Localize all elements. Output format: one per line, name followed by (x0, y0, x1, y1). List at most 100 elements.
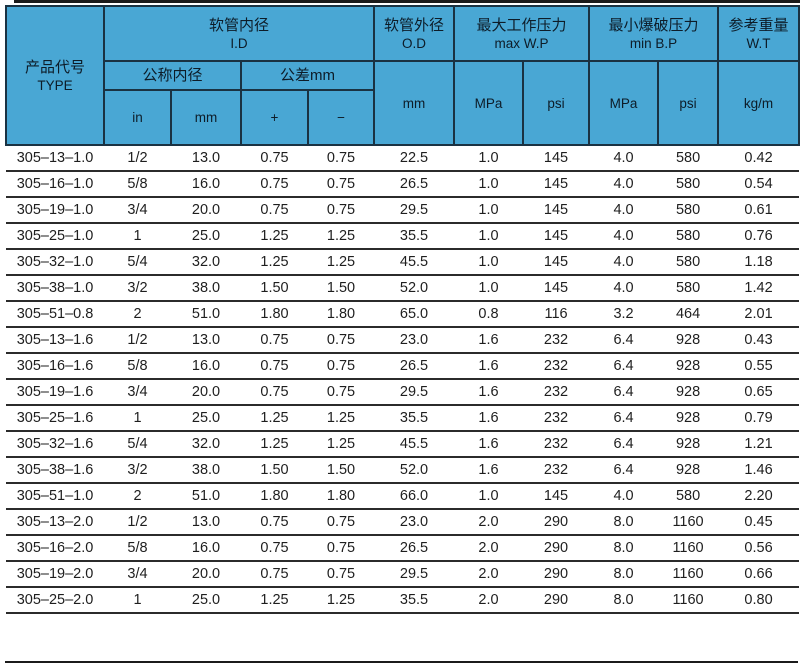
cell: 0.61 (718, 196, 800, 223)
table-row: 305–19–1.6 3/4 20.0 0.75 0.75 29.5 1.6 232 6.4 92… (6, 378, 800, 405)
cell: 26.5 (374, 534, 455, 561)
cell: 1.6 (454, 404, 524, 431)
col-header-tolerance: 公差mm (239, 60, 376, 91)
cell: 3/2 (104, 274, 171, 301)
cell: 3.2 (589, 300, 659, 327)
cell: 2.01 (718, 300, 800, 327)
cell: 305–13–1.6 (6, 326, 104, 353)
cell: 1.80 (308, 482, 375, 509)
cell: 145 (523, 196, 590, 223)
cell: 0.75 (241, 534, 308, 561)
cell: 66.0 (374, 482, 455, 509)
cell: 2.0 (454, 508, 524, 535)
cell: 8.0 (589, 560, 659, 587)
cell: 1.0 (454, 248, 524, 275)
cell: 5/8 (104, 352, 171, 379)
cell: 38.0 (171, 456, 241, 483)
cell: 4.0 (589, 248, 659, 275)
cell: 16.0 (171, 170, 241, 197)
table-header: 产品代号 TYPE 软管内径 I.D 软管外径 O.D 最大工作压力 max W… (5, 5, 800, 146)
cell: 305–13–1.0 (6, 144, 104, 171)
cell: 305–38–1.0 (6, 274, 104, 301)
table-row: 305–51–0.8 2 51.0 1.80 1.80 65.0 0.8 116 3.2 464 2… (6, 300, 800, 327)
cell: 4.0 (589, 482, 659, 509)
cell: 16.0 (171, 352, 241, 379)
col-header-type-zh: 产品代号 (24, 58, 85, 76)
cell: 232 (523, 430, 590, 457)
cell: 580 (658, 144, 719, 171)
cell: 1.25 (308, 404, 375, 431)
cell: 1.80 (241, 300, 308, 327)
cell: 22.5 (374, 144, 455, 171)
cell: 45.5 (374, 248, 455, 275)
cell: 51.0 (171, 300, 241, 327)
cell: 290 (523, 560, 590, 587)
cell: 0.56 (718, 534, 800, 561)
col-header-minbp-en: min B.P (629, 35, 678, 51)
cell: 145 (523, 274, 590, 301)
cell: 232 (523, 326, 590, 353)
cell: 1 (104, 404, 171, 431)
cell: 145 (523, 482, 590, 509)
cell: 580 (658, 196, 719, 223)
cell: 232 (523, 378, 590, 405)
table-row: 305–19–1.0 3/4 20.0 0.75 0.75 29.5 1.0 145 4.0 58… (6, 196, 800, 223)
cell: 1.25 (308, 586, 375, 614)
cell: 4.0 (589, 144, 659, 171)
cell: 305–13–2.0 (6, 508, 104, 535)
cell: 0.75 (308, 534, 375, 561)
table-row: 305–38–1.0 3/2 38.0 1.50 1.50 52.0 1.0 145 4.0 58… (6, 274, 800, 301)
table-row: 305–13–1.0 1/2 13.0 0.75 0.75 22.5 1.0 145 4.0 58… (6, 144, 800, 171)
cell: 145 (523, 222, 590, 249)
cell: 305–16–1.0 (6, 170, 104, 197)
cell: 6.4 (589, 404, 659, 431)
col-header-od-group: 软管外径 O.D (373, 5, 456, 62)
cell: 20.0 (171, 378, 241, 405)
cell: 23.0 (374, 508, 455, 535)
cell: 232 (523, 404, 590, 431)
cell: 0.75 (308, 560, 375, 587)
cell: 2.20 (718, 482, 800, 509)
cell: 305–16–1.6 (6, 352, 104, 379)
cell: 3/4 (104, 378, 171, 405)
col-header-id-group: 软管内径 I.D (102, 5, 376, 62)
cell: 1/2 (104, 144, 171, 171)
cell: 928 (658, 326, 719, 353)
col-header-bp-mpa-unit: MPa (588, 60, 660, 146)
cell: 32.0 (171, 248, 241, 275)
cell: 1.50 (241, 274, 308, 301)
cell: 305–25–2.0 (6, 586, 104, 614)
table-row: 305–25–1.6 1 25.0 1.25 1.25 35.5 1.6 232 6.4 928 0… (6, 404, 800, 431)
cell: 25.0 (171, 586, 241, 614)
cell: 145 (523, 248, 590, 275)
top-rule (14, 0, 800, 3)
cell: 45.5 (374, 430, 455, 457)
cell: 6.4 (589, 430, 659, 457)
col-header-od-en: O.D (402, 35, 427, 51)
cell: 1.6 (454, 326, 524, 353)
cell: 0.43 (718, 326, 800, 353)
cell: 1.0 (454, 196, 524, 223)
col-header-in-unit: in (103, 89, 172, 146)
cell: 25.0 (171, 222, 241, 249)
cell: 0.75 (308, 378, 375, 405)
cell: 305–25–1.0 (6, 222, 104, 249)
cell: 1.6 (454, 352, 524, 379)
cell: 2.0 (454, 586, 524, 614)
cell: 29.5 (374, 560, 455, 587)
cell: 1.0 (454, 170, 524, 197)
cell: 1160 (658, 560, 719, 587)
cell: 0.75 (308, 352, 375, 379)
cell: 25.0 (171, 404, 241, 431)
cell: 52.0 (374, 456, 455, 483)
cell: 20.0 (171, 196, 241, 223)
cell: 305–19–2.0 (6, 560, 104, 587)
cell: 5/4 (104, 248, 171, 275)
cell: 0.75 (241, 378, 308, 405)
cell: 3/2 (104, 456, 171, 483)
cell: 1 (104, 586, 171, 614)
cell: 580 (658, 170, 719, 197)
col-header-minbp-group: 最小爆破压力 min B.P (588, 5, 720, 62)
cell: 8.0 (589, 534, 659, 561)
col-header-id-zh: 软管内径 (209, 16, 270, 34)
